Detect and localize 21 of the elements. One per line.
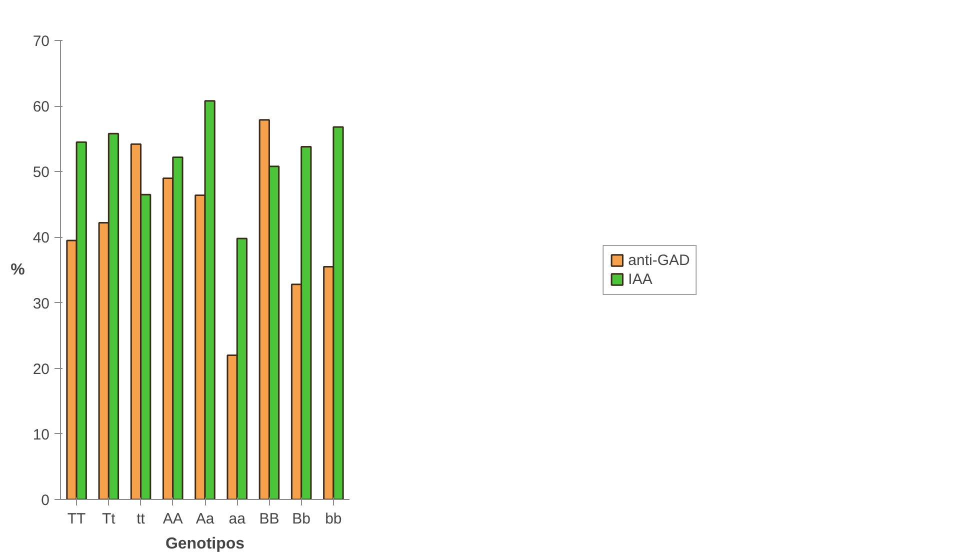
x-tick-label: BB [259, 510, 280, 528]
y-tick-label: 60 [32, 98, 50, 116]
x-tick-label: tt [136, 510, 146, 528]
y-tick-label: 20 [32, 360, 50, 378]
x-tick-label: Tt [102, 510, 116, 528]
legend-label: anti-GAD [628, 252, 690, 268]
x-tick-label: TT [67, 510, 86, 528]
y-tick-label: 40 [32, 230, 50, 247]
x-tick-label: aa [228, 510, 246, 528]
y-axis-title: % [10, 262, 25, 278]
x-axis-title: Genotipos [165, 536, 245, 552]
y-tick-label: 10 [32, 426, 50, 444]
x-tick-label: bb [325, 510, 342, 528]
y-tick-label: 70 [32, 33, 50, 50]
y-tick-label: 30 [32, 295, 50, 312]
x-tick-label: Aa [196, 510, 215, 528]
y-tick-label: 50 [32, 164, 50, 182]
y-tick-label: 0 [41, 492, 50, 509]
x-tick-label: Bb [292, 510, 311, 528]
legend-label: IAA [628, 270, 652, 288]
x-tick-label: AA [162, 510, 183, 528]
